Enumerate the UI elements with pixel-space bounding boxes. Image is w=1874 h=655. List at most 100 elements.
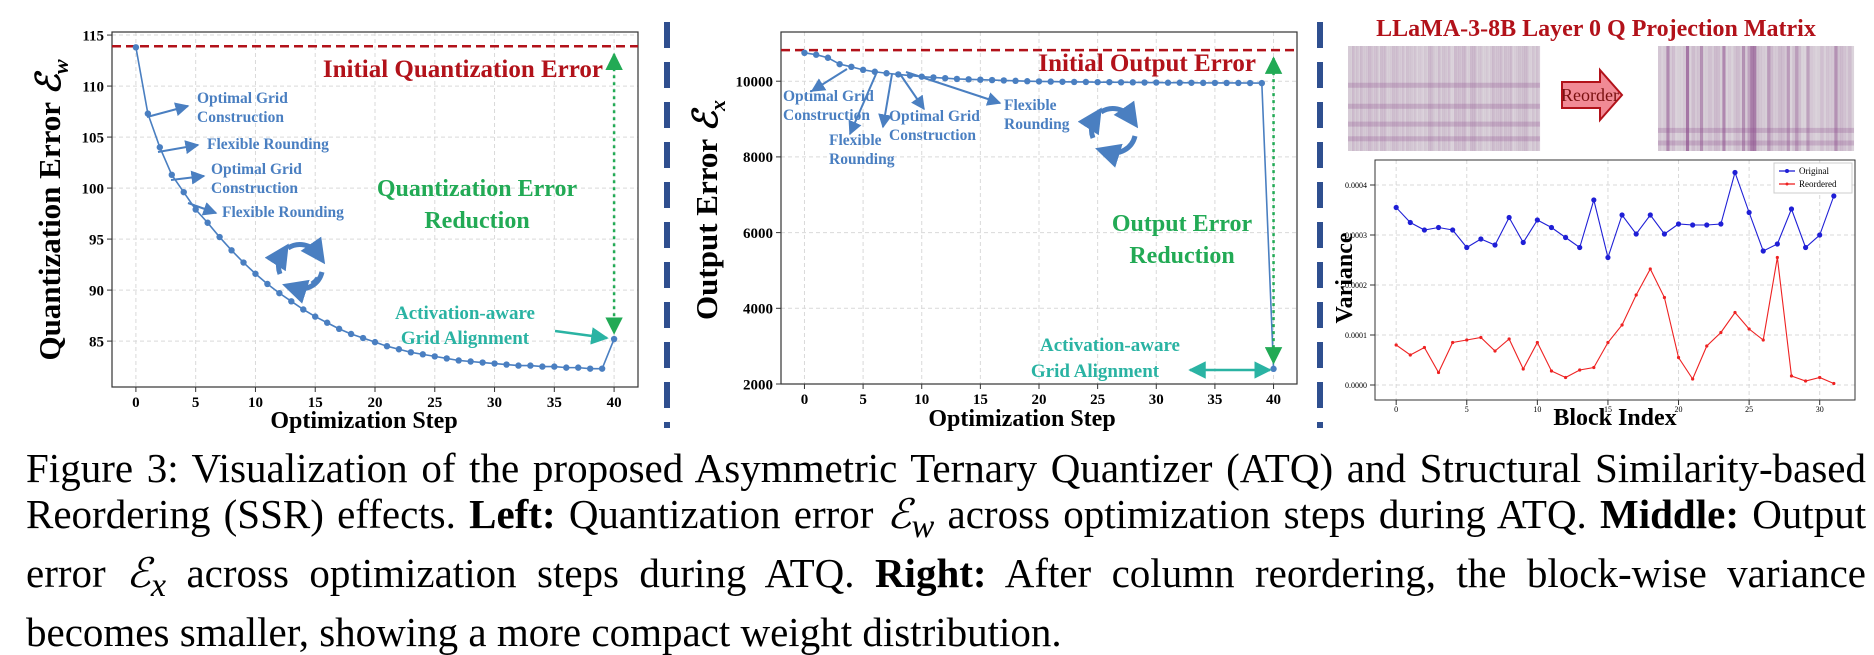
- heatmap-column: [1358, 46, 1361, 151]
- right-point: [1620, 323, 1624, 327]
- left-point: [192, 206, 199, 213]
- left-point: [503, 361, 510, 368]
- right-point: [1393, 204, 1399, 211]
- middle-point: [1270, 365, 1277, 373]
- middle-xtick-label: 5: [859, 392, 867, 408]
- middle-point: [930, 74, 937, 81]
- right-point: [1788, 206, 1795, 212]
- right-point: [1719, 330, 1723, 335]
- middle-point: [1258, 79, 1266, 87]
- left-point: [527, 362, 534, 369]
- middle-point: [1199, 79, 1207, 87]
- heatmap-column: [1416, 46, 1419, 151]
- left-xtick-label: 30: [487, 395, 502, 411]
- middle-xtick-label: 25: [1090, 392, 1105, 408]
- left-xtick-label: 10: [248, 395, 263, 411]
- heatmap-column: [1806, 46, 1810, 151]
- heatmap-column: [1458, 46, 1461, 151]
- heatmap-column: [1789, 46, 1793, 151]
- middle-series: [801, 49, 1277, 373]
- heatmap-column: [1837, 46, 1841, 151]
- right-panel: LLaMA-3-8B Layer 0 Q Projection Matrix R…: [1332, 16, 1856, 431]
- heatmap-column: [1428, 46, 1431, 151]
- middle-point: [1211, 79, 1219, 87]
- right-point: [1606, 340, 1610, 345]
- left-y-axis-label: Quantization Error ℰw: [31, 59, 73, 360]
- right-ytick-label: 0.0002: [1345, 281, 1367, 290]
- left-annot-1b: Construction: [197, 109, 284, 126]
- right-point: [1633, 231, 1639, 237]
- right-point: [1506, 214, 1512, 221]
- right-xtick-label: 25: [1745, 405, 1753, 414]
- right-point: [1747, 327, 1751, 331]
- right-point: [1662, 295, 1667, 300]
- heatmap-column: [1514, 46, 1517, 151]
- left-panel: 0 5 10 15 20 25 30 35 40 85 90 95 100 105 110 115 Init…: [31, 28, 639, 434]
- heatmap-column: [1736, 46, 1740, 151]
- left-point: [563, 364, 570, 371]
- heatmap-column: [1504, 46, 1507, 151]
- right-point: [1436, 370, 1441, 375]
- heatmap-column: [1374, 46, 1377, 151]
- heatmap-column: [1436, 46, 1439, 151]
- left-point: [228, 247, 235, 254]
- left-align-label-1: Activation-aware: [395, 303, 535, 324]
- heatmap-column: [1530, 46, 1533, 151]
- left-point: [443, 355, 450, 362]
- heatmap-column: [1478, 46, 1481, 151]
- left-point: [455, 357, 462, 364]
- left-point: [168, 171, 175, 179]
- left-ytick-label: 100: [82, 181, 105, 197]
- left-ytick-label: 115: [82, 28, 104, 44]
- caption-middle-label: Middle:: [1600, 491, 1739, 537]
- heatmap-column: [1354, 46, 1357, 151]
- heatmap-column: [1498, 46, 1501, 151]
- left-ytick-label: 90: [89, 283, 104, 299]
- heatmap-column: [1476, 46, 1479, 151]
- heatmap-column: [1460, 46, 1463, 151]
- heatmap-column: [1394, 46, 1397, 151]
- right-xtick-label: 20: [1675, 405, 1683, 414]
- middle-point: [1000, 77, 1008, 84]
- middle-annot-2b: Rounding: [829, 151, 895, 168]
- heatmap-reordered: [1658, 46, 1855, 151]
- middle-point: [824, 54, 832, 61]
- middle-annot-arrow-4: [905, 71, 1002, 106]
- left-point: [371, 338, 379, 346]
- right-series: [1393, 169, 1837, 386]
- middle-point: [883, 70, 890, 77]
- middle-reference-label: Initial Output Error: [1038, 50, 1256, 77]
- left-xtick-label: 35: [547, 395, 562, 411]
- heatmap-column: [1506, 46, 1509, 151]
- right-ytick-label: 0.0001: [1345, 331, 1367, 340]
- left-align-arrow: [554, 327, 609, 345]
- heatmap-column: [1795, 46, 1799, 151]
- left-point: [180, 188, 187, 196]
- right-point: [1761, 338, 1765, 342]
- heatmap-column: [1842, 46, 1846, 151]
- heatmap-column: [1702, 46, 1706, 151]
- heatmap-column: [1414, 46, 1417, 151]
- right-point: [1450, 227, 1456, 233]
- heatmap-column: [1510, 46, 1513, 151]
- left-point: [323, 319, 331, 326]
- heatmap-column: [1658, 46, 1662, 151]
- left-reference-label: Initial Quantization Error: [323, 56, 603, 83]
- heatmap-column: [1454, 46, 1457, 151]
- left-ytick-label: 110: [82, 79, 104, 95]
- left-xtick-label: 40: [607, 395, 622, 411]
- heatmap-column: [1432, 46, 1435, 151]
- heatmap-column: [1694, 46, 1698, 151]
- heatmap-column: [1430, 46, 1433, 151]
- middle-ytick-label: 4000: [743, 302, 773, 318]
- heatmap-column: [1728, 46, 1732, 151]
- middle-y-ticks: 2000 4000 6000 8000 10000: [736, 74, 781, 393]
- heatmap-column: [1770, 46, 1774, 151]
- heatmap-column: [1674, 46, 1678, 151]
- heatmap-column: [1452, 46, 1455, 151]
- heatmap-column: [1466, 46, 1469, 151]
- heatmap-column: [1781, 46, 1785, 151]
- middle-y-axis-label: Output Error ℰx: [688, 100, 730, 320]
- heatmap-column: [1420, 46, 1423, 151]
- heatmap-column: [1705, 46, 1709, 151]
